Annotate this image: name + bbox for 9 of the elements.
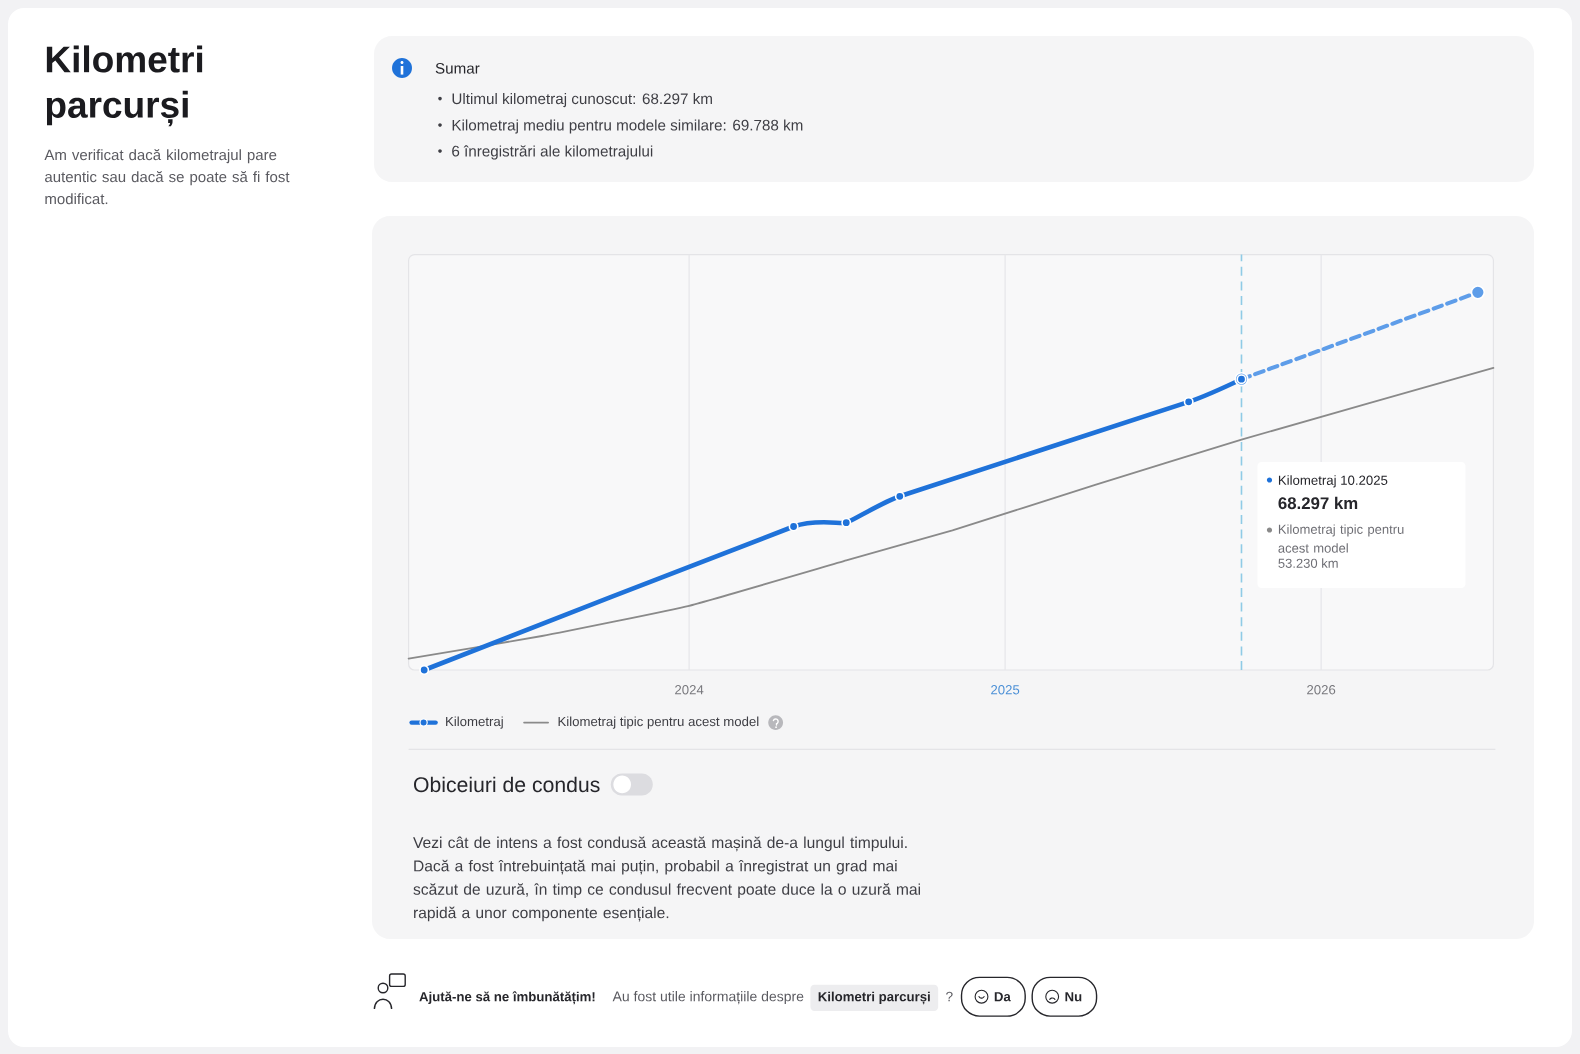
- point: [1183, 396, 1194, 407]
- point: [419, 665, 430, 675]
- point: [894, 491, 905, 502]
- chart-title: Kilometri parcurși: [46, 45, 203, 127]
- point: [788, 521, 799, 532]
- point: [1470, 285, 1486, 300]
- annotation: 68.297 km: [1278, 496, 1358, 510]
- point: [841, 517, 852, 528]
- text: Obiceiuri de condus: [414, 776, 600, 793]
